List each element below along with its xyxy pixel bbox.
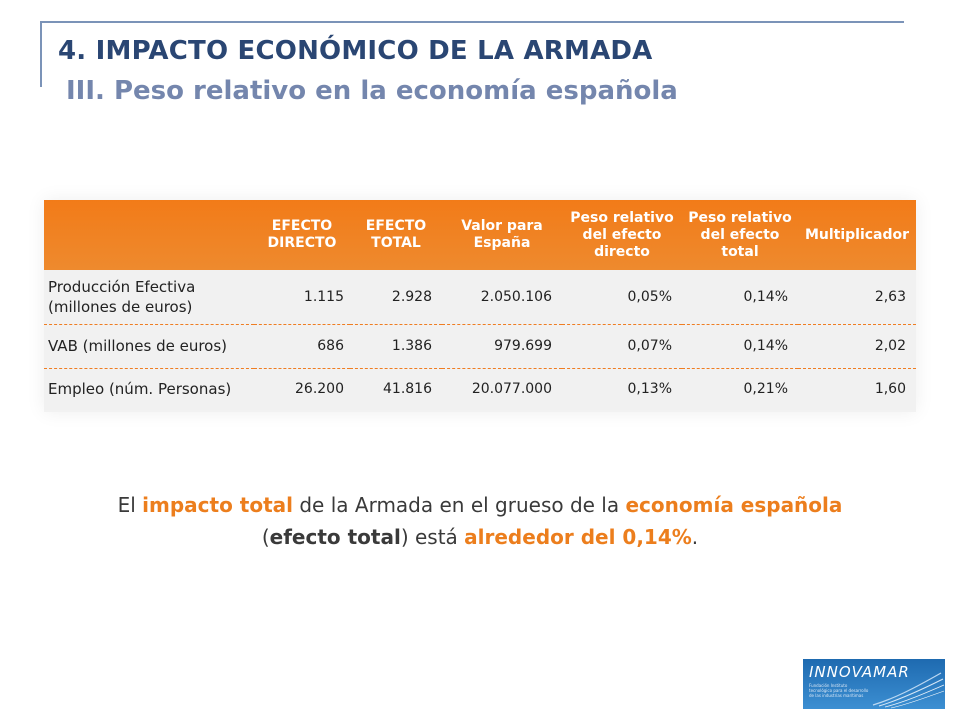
cell-valor-espana: 2.050.106 [480,288,552,305]
header-cell-empty [44,200,254,270]
row-label: Producción Efectiva (millones de euros) [48,277,196,316]
cell-efecto-total: 41.816 [350,367,442,410]
slide-subtitle: III. Peso relativo en la economía españo… [66,76,678,106]
header-cell-efecto-directo: EFECTO DIRECTO [267,218,337,251]
cell-efecto-directo: 1.115 [303,288,344,305]
cell-peso-directo: 0,05% [627,288,672,305]
cell-multiplicador: 1,60 [798,367,916,410]
statement-highlight-percentage: alrededor del 0,14% [464,525,692,549]
cell-peso-directo: 0,13% [562,367,682,410]
header-cell-peso-total: Peso relativo del efecto total [688,209,792,260]
header-left-rule [40,21,42,87]
row-label: Empleo (núm. Personas) [44,367,254,410]
statement-text: ) está [400,525,465,549]
cell-valor-espana: 979.699 [442,323,562,368]
statement-highlight-impacto-total: impacto total [142,493,293,517]
cell-efecto-directo: 686 [254,323,350,368]
impact-table: EFECTO DIRECTO EFECTO TOTAL Valor para E… [44,200,916,410]
cell-peso-total: 0,14% [743,288,788,305]
header-cell-multiplicador: Multiplicador [804,226,910,243]
statement-highlight-economia: economía española [625,493,843,517]
statement-text: ( [261,525,270,549]
table-row: Empleo (núm. Personas) 26.200 41.816 20.… [44,367,916,410]
logo-tagline: Fundación Instituto tecnológico para el … [809,683,869,698]
cell-efecto-total: 1.386 [350,323,442,368]
conclusion-statement: El impacto total de la Armada en el grue… [40,489,920,553]
innovamar-logo: INNOVAMAR Fundación Instituto tecnológic… [803,659,945,709]
cell-peso-directo: 0,07% [562,323,682,368]
cell-valor-espana: 20.077.000 [442,367,562,410]
header-cell-efecto-total: EFECTO TOTAL [365,218,427,251]
impact-table-container: EFECTO DIRECTO EFECTO TOTAL Valor para E… [44,200,916,412]
table-row: Producción Efectiva (millones de euros) … [44,270,916,324]
statement-bold-efecto-total: efecto total [269,525,401,549]
header-cell-peso-directo: Peso relativo del efecto directo [570,209,674,260]
header-top-rule [40,21,904,23]
cell-multiplicador: 2,02 [798,323,916,368]
slide-title: 4. IMPACTO ECONÓMICO DE LA ARMADA [58,36,653,66]
wave-icon [872,672,945,709]
row-label: VAB (millones de euros) [44,323,254,368]
cell-efecto-total: 2.928 [391,288,432,305]
cell-peso-total: 0,14% [682,323,798,368]
table-row: VAB (millones de euros) 686 1.386 979.69… [44,323,916,368]
statement-text: El [117,493,143,517]
logo-wordmark: INNOVAMAR [809,663,910,681]
cell-multiplicador: 2,63 [874,288,906,305]
table-header-row: EFECTO DIRECTO EFECTO TOTAL Valor para E… [44,200,916,270]
statement-text: . [691,525,699,549]
statement-text: de la Armada en el grueso de la [293,493,626,517]
header-cell-valor-espana: Valor para España [461,218,543,251]
cell-efecto-directo: 26.200 [254,367,350,410]
cell-peso-total: 0,21% [682,367,798,410]
